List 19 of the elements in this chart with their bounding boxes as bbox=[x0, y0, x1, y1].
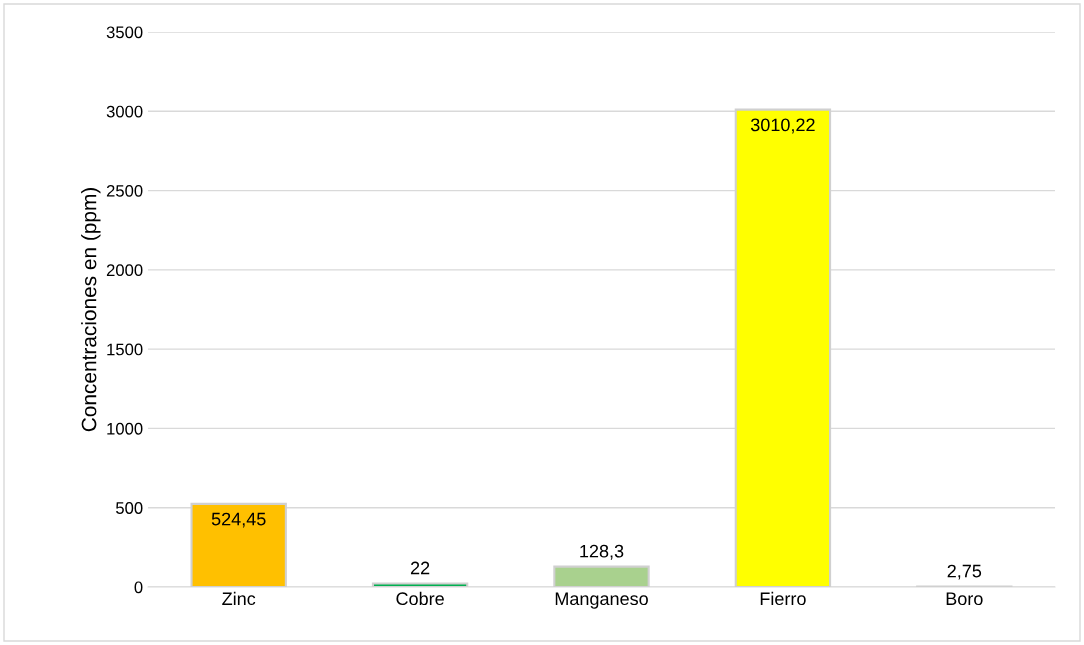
x-tick-label: Manganeso bbox=[555, 592, 648, 609]
data-label: 2,75 bbox=[947, 564, 982, 580]
y-tick-label: 1000 bbox=[107, 422, 143, 435]
y-tick-label: 3000 bbox=[106, 105, 143, 118]
y-tick-label: 2000 bbox=[106, 264, 143, 277]
x-tick-label: Cobre bbox=[396, 591, 444, 606]
x-tick-label: Fierro bbox=[760, 591, 806, 606]
x-tick-label: Zinc bbox=[222, 591, 256, 606]
y-tick-label: 500 bbox=[116, 502, 143, 514]
x-tick-label: Boro bbox=[946, 592, 983, 606]
data-label: 524,45 bbox=[211, 512, 266, 528]
data-label: 3010,22 bbox=[750, 118, 815, 134]
y-axis-title: Concentraciones en (ppm) bbox=[81, 188, 101, 432]
data-label: 22 bbox=[410, 561, 430, 575]
y-tick-label: 2500 bbox=[106, 184, 143, 197]
y-tick-label: 1500 bbox=[107, 343, 143, 356]
y-tick-label: 0 bbox=[134, 581, 143, 594]
data-label: 128,3 bbox=[580, 544, 624, 560]
y-tick-label: 3500 bbox=[106, 26, 143, 39]
